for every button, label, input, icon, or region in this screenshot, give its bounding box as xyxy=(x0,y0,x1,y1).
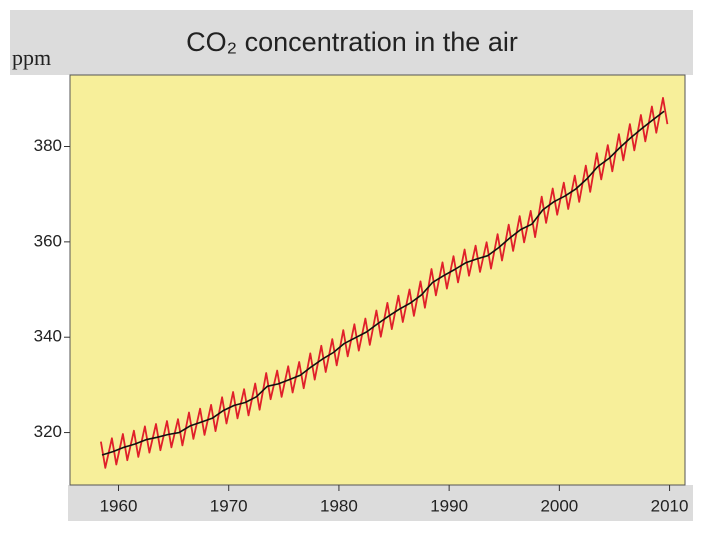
x-tick-label: 1960 xyxy=(100,496,138,515)
y-tick-label: 340 xyxy=(34,327,62,346)
x-tick-label: 1970 xyxy=(210,496,248,515)
chart-title: CO₂ concentration in the air xyxy=(186,27,518,57)
x-tick-label: 1980 xyxy=(320,496,358,515)
header-band xyxy=(10,10,693,75)
footer-band xyxy=(68,485,693,521)
y-tick-label: 380 xyxy=(34,136,62,155)
y-tick-label: 320 xyxy=(34,422,62,441)
x-tick-label: 2000 xyxy=(540,496,578,515)
y-axis-label: ppm xyxy=(12,45,51,70)
plot-area xyxy=(69,74,686,486)
series-line xyxy=(101,110,665,456)
y-tick-label: 360 xyxy=(34,231,62,250)
x-tick-label: 1990 xyxy=(430,496,468,515)
x-tick-label: 2010 xyxy=(651,496,689,515)
